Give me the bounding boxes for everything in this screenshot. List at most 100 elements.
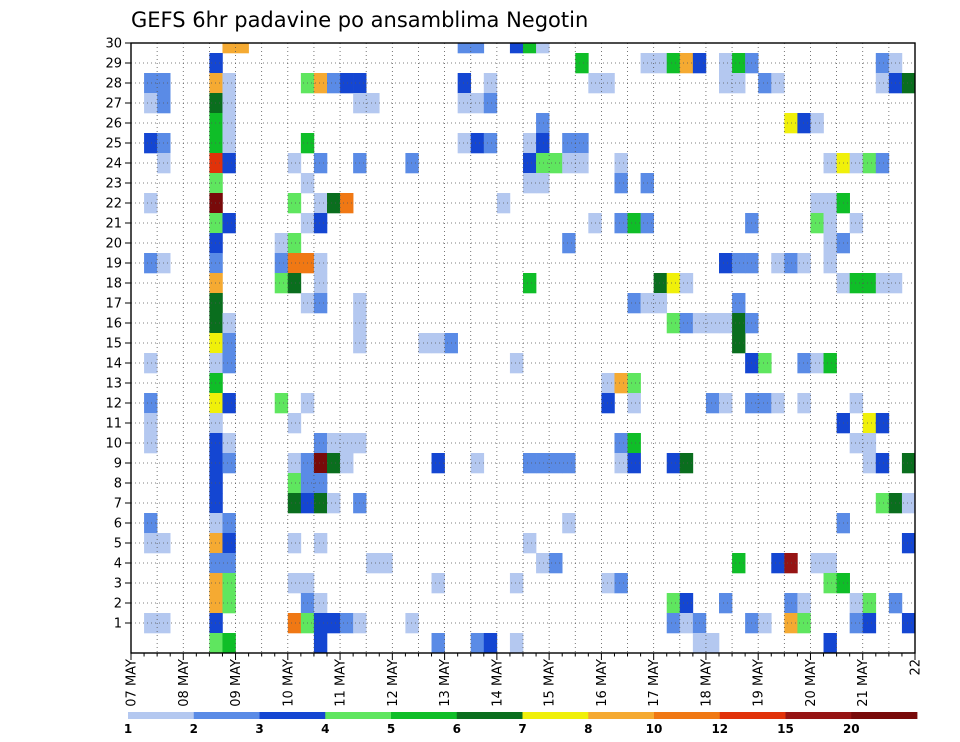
heatmap-cell (327, 193, 341, 214)
heatmap-cell (614, 153, 628, 174)
heatmap-cell (810, 553, 824, 574)
heatmap-cell (523, 453, 537, 474)
heatmap-cell (614, 173, 628, 194)
heatmap-cell (431, 573, 445, 594)
heatmap-cell (679, 593, 694, 614)
heatmap-cell (523, 533, 537, 554)
heatmap-cell (222, 213, 236, 234)
heatmap-cell (222, 553, 236, 574)
heatmap-cell (287, 413, 302, 434)
heatmap-cell (313, 633, 328, 654)
x-tick-label: 08 MAY (177, 659, 192, 707)
heatmap-cell (209, 413, 223, 434)
heatmap-cell (287, 473, 302, 494)
heatmap-cell (797, 393, 811, 414)
y-tick-label: 19 (105, 257, 122, 272)
colorbar-segment (588, 712, 655, 719)
x-tick-label: 20 MAY (804, 659, 819, 707)
x-tick-label: 15 MAY (543, 659, 558, 707)
y-tick-label: 21 (105, 217, 122, 232)
colorbar-segment (654, 712, 721, 719)
y-tick-label: 23 (105, 177, 122, 192)
heatmap-cell (287, 453, 302, 474)
heatmap-cell (457, 93, 472, 114)
heatmap-cell (222, 113, 236, 134)
heatmap-cell (732, 553, 746, 574)
heatmap-cell (810, 213, 824, 234)
x-tick-label: 21 MAY (856, 659, 871, 707)
heatmap-cell (601, 73, 615, 94)
heatmap-cell (614, 433, 628, 454)
x-tick-label: 19 MAY (752, 659, 767, 707)
heatmap-cell (666, 593, 681, 614)
heatmap-cell (144, 513, 158, 534)
heatmap-cell (862, 433, 877, 454)
y-tick-label: 15 (105, 337, 122, 352)
heatmap-cell (144, 93, 158, 114)
heatmap-cell (705, 313, 720, 334)
heatmap-cell (875, 273, 890, 294)
heatmap-cell (313, 593, 328, 614)
heatmap-cell (418, 333, 432, 354)
heatmap-cell (810, 113, 824, 134)
heatmap-cell (771, 393, 785, 414)
heatmap-cell (679, 273, 694, 294)
heatmap-cell (901, 613, 916, 634)
y-tick-label: 26 (105, 117, 122, 132)
heatmap-cell (509, 353, 524, 374)
heatmap-cell (209, 513, 223, 534)
heatmap-cell (823, 353, 837, 374)
y-tick-label: 27 (105, 97, 122, 112)
x-tick-label: 10 MAY (281, 659, 296, 707)
y-tick-label: 14 (105, 357, 122, 372)
colorbar-label: 20 (843, 722, 860, 736)
colorbar-segment (391, 712, 458, 719)
heatmap-cell (614, 213, 628, 234)
heatmap-cell (222, 573, 236, 594)
heatmap-cell (601, 393, 615, 414)
colorbar-segment (259, 712, 326, 719)
y-tick-label: 25 (105, 137, 122, 152)
heatmap-cell (536, 43, 550, 54)
heatmap-cell (797, 353, 811, 374)
y-tick-label: 4 (114, 557, 122, 572)
heatmap-cell (222, 333, 236, 354)
heatmap-cell (823, 573, 837, 594)
x-axis: 07 MAY 08 MAY 09 MAY 10 MAY 11 MAY 12 MAY 13 M… (125, 653, 924, 707)
heatmap-cell (313, 433, 328, 454)
heatmap-cell (732, 73, 746, 94)
heatmap-cell (470, 43, 485, 54)
y-axis: 1234567891011121314151617181920212223242… (105, 37, 131, 632)
heatmap-cell (470, 93, 485, 114)
heatmap-cell (274, 233, 289, 254)
heatmap-cell (209, 93, 223, 114)
heatmap-cell (901, 533, 916, 554)
heatmap-cell (209, 353, 223, 374)
y-tick-label: 22 (105, 197, 122, 212)
heatmap-cell (340, 613, 354, 634)
heatmap-cell (849, 213, 864, 234)
heatmap-cell (340, 453, 354, 474)
y-tick-label: 16 (105, 317, 122, 332)
heatmap-cell (313, 273, 328, 294)
heatmap-cell (222, 313, 236, 334)
x-tick-label: 16 MAY (595, 659, 610, 707)
heatmap-cell (575, 133, 589, 154)
heatmap-cell (601, 373, 615, 394)
heatmap-cell (209, 173, 223, 194)
heatmap-cell (653, 293, 668, 314)
y-tick-label: 12 (105, 397, 122, 412)
heatmap-cell (209, 593, 223, 614)
heatmap-cell (875, 493, 890, 514)
y-tick-label: 9 (114, 457, 122, 472)
y-tick-label: 5 (114, 537, 122, 552)
heatmap-cell (144, 433, 158, 454)
heatmap-cell (287, 613, 302, 634)
heatmap-cell (797, 613, 811, 634)
heatmap-cell (313, 453, 328, 474)
heatmap-cell (849, 153, 864, 174)
y-tick-label: 1 (114, 617, 122, 632)
heatmap-cell (340, 193, 354, 214)
heatmap-cell (313, 473, 328, 494)
heatmap-cell (209, 613, 223, 634)
